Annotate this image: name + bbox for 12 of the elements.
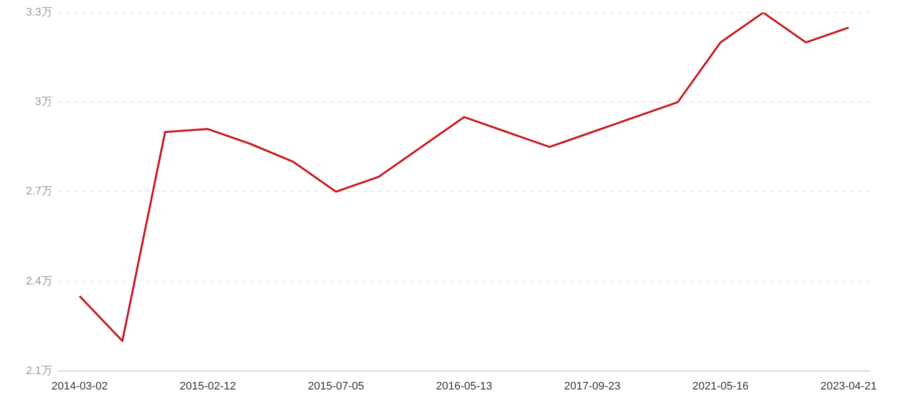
y-tick-label: 3万	[35, 96, 52, 108]
x-tick-label: 2016-05-13	[436, 380, 492, 392]
x-tick-label: 2015-07-05	[308, 380, 364, 392]
x-tick-label: 2014-03-02	[52, 380, 108, 392]
y-tick-label: 2.7万	[26, 186, 52, 198]
y-tick-label: 3.3万	[26, 6, 52, 19]
y-tick-label: 2.1万	[26, 364, 52, 377]
y-tick-label: 2.4万	[26, 275, 52, 288]
x-tick-label: 2021-05-16	[692, 380, 749, 392]
x-tick-label: 2015-02-12	[180, 380, 236, 392]
x-tick-label: 2023-04-21	[820, 380, 877, 392]
x-tick-label: 2017-09-23	[564, 380, 620, 392]
